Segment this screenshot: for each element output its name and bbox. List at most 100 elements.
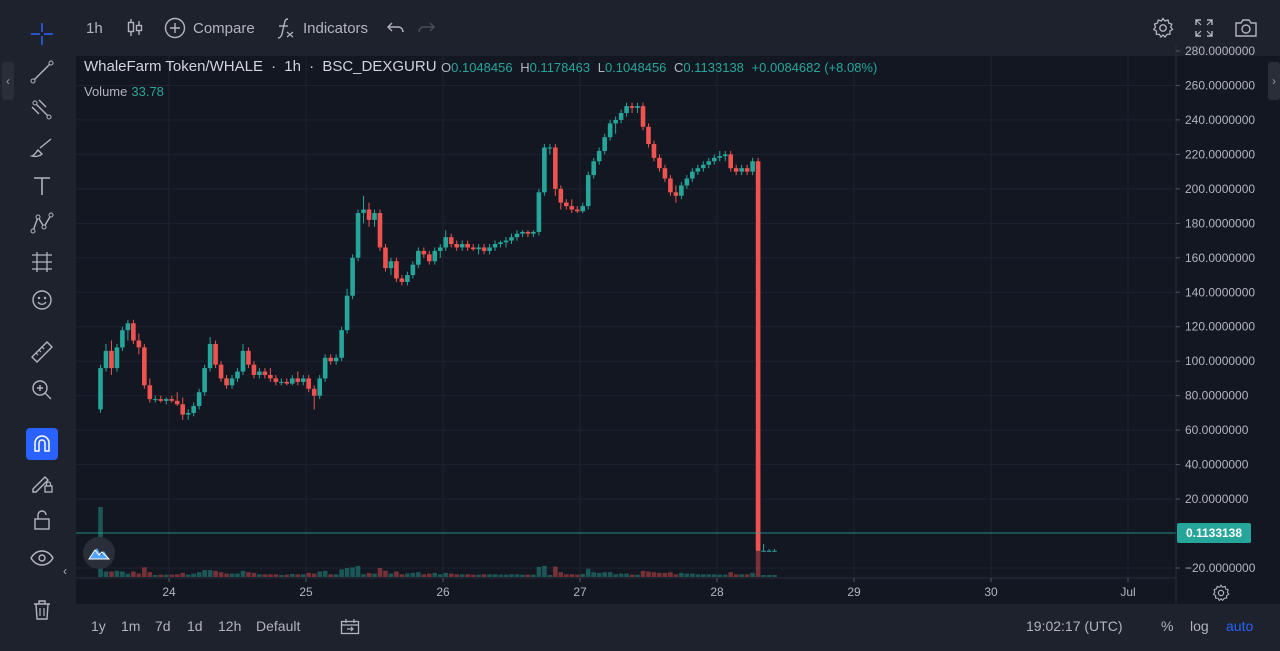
measure-tool[interactable] xyxy=(24,336,60,368)
volume-bar xyxy=(629,574,635,577)
candle-body xyxy=(383,247,388,269)
volume-bar xyxy=(136,573,142,577)
chart-type-button[interactable] xyxy=(126,14,144,42)
chevron-left-icon: ‹ xyxy=(6,74,10,88)
price-tick-label: 180.0000000 xyxy=(1185,216,1255,230)
range-7d[interactable]: 7d xyxy=(155,618,171,634)
time-axis-labels: 24 25 26 27 28 29 30 Jul xyxy=(162,578,1136,599)
volume-bar xyxy=(366,572,372,577)
forecast-tool[interactable] xyxy=(24,246,60,278)
candle-body xyxy=(388,261,394,269)
zoom-tool[interactable] xyxy=(24,374,60,406)
volume-bar xyxy=(772,575,777,577)
lock-drawings-tool[interactable] xyxy=(24,466,60,498)
volume-bar xyxy=(284,574,290,577)
volume-bar xyxy=(399,574,405,577)
plus-circle-icon xyxy=(164,17,186,39)
log-scale-toggle[interactable]: log xyxy=(1190,618,1209,634)
volume-bar xyxy=(290,573,295,577)
price-tick-label: 200.0000000 xyxy=(1185,182,1255,196)
brand-logo[interactable] xyxy=(83,537,115,569)
candle-body xyxy=(684,178,690,186)
volume-bar xyxy=(673,574,679,577)
candle-body xyxy=(739,168,744,172)
volume-bar xyxy=(509,574,514,577)
trendline-tool[interactable] xyxy=(24,56,60,88)
goto-date-button[interactable] xyxy=(340,618,360,639)
candle-body xyxy=(766,550,772,552)
change-value: +0.0084682 (+8.08%) xyxy=(751,60,878,75)
candle-body xyxy=(728,154,733,169)
brush-tool[interactable] xyxy=(24,132,60,164)
volume-bar xyxy=(613,574,618,577)
candle-body xyxy=(564,202,569,207)
pitchfork-icon xyxy=(31,99,52,120)
right-panel-toggle[interactable]: › xyxy=(1268,62,1280,100)
candle-body xyxy=(191,406,196,413)
candle-body xyxy=(509,237,514,241)
candle-body xyxy=(744,168,750,172)
visibility-tool[interactable] xyxy=(24,542,60,574)
volume-bar xyxy=(350,567,355,577)
settings-button[interactable] xyxy=(1152,14,1174,42)
remove-drawings-tool[interactable] xyxy=(24,594,60,626)
fib-tool[interactable] xyxy=(24,94,60,126)
price-tick-label: 280.0000000 xyxy=(1185,44,1255,58)
price-axis-pane[interactable] xyxy=(1176,50,1280,604)
series-legend[interactable]: WhaleFarm Token/WHALE · 1h · BSC_DEXGURU xyxy=(84,58,441,75)
redo-button[interactable] xyxy=(417,14,435,42)
fullscreen-button[interactable] xyxy=(1194,14,1214,42)
interval-selector[interactable]: 1h xyxy=(86,14,103,42)
range-1m[interactable]: 1m xyxy=(121,618,140,634)
text-tool[interactable] xyxy=(24,170,60,202)
range-1d[interactable]: 1d xyxy=(187,618,203,634)
undo-button[interactable] xyxy=(387,14,405,42)
candle-body xyxy=(273,378,279,382)
candle-body xyxy=(520,231,525,234)
timezone-clock[interactable]: 19:02:17 (UTC) xyxy=(1026,618,1122,634)
compare-button[interactable]: Compare xyxy=(164,14,255,42)
calendar-arrow-icon xyxy=(340,619,360,635)
auto-scale-toggle[interactable]: auto xyxy=(1226,618,1253,634)
candle-body xyxy=(454,244,459,248)
range-1y[interactable]: 1y xyxy=(91,618,106,634)
candle-body xyxy=(476,247,481,250)
snapshot-button[interactable] xyxy=(1234,14,1258,42)
range-default[interactable]: Default xyxy=(256,618,300,634)
candle-body xyxy=(279,381,284,383)
time-tick-label: 28 xyxy=(710,585,724,599)
candle-body xyxy=(290,378,295,384)
volume-bar xyxy=(596,572,602,577)
unlock-tool[interactable] xyxy=(24,504,60,536)
volume-bar xyxy=(657,572,662,577)
brush-icon xyxy=(29,138,52,158)
auto-label: auto xyxy=(1226,618,1254,634)
volume-bar xyxy=(476,574,481,577)
left-panel-toggle[interactable]: ‹ xyxy=(2,62,14,100)
magnet-tool[interactable] xyxy=(26,428,58,460)
icon-tool[interactable] xyxy=(24,284,60,316)
percent-scale-toggle[interactable]: % xyxy=(1161,618,1173,634)
volume-bar xyxy=(174,574,180,577)
percent-label: % xyxy=(1161,618,1174,634)
axis-settings-button[interactable] xyxy=(1212,584,1230,607)
candle-body xyxy=(394,261,399,279)
scroll-left-button[interactable]: ‹ xyxy=(63,564,67,578)
candle-body xyxy=(673,192,679,196)
volume-bar xyxy=(635,574,640,577)
indicators-label: Indicators xyxy=(303,19,369,37)
candle-body xyxy=(240,350,246,372)
candle-body xyxy=(284,381,290,384)
pattern-tool[interactable] xyxy=(24,208,60,240)
volume-legend[interactable]: Volume 33.78 xyxy=(84,84,164,99)
range-label: 1d xyxy=(187,618,203,634)
range-12h[interactable]: 12h xyxy=(218,618,241,634)
volume-bar xyxy=(498,574,503,577)
candle-body xyxy=(668,178,673,193)
crosshair-tool[interactable] xyxy=(24,18,60,50)
indicators-button[interactable]: Indicators xyxy=(276,14,368,42)
volume-bar xyxy=(585,568,591,577)
volume-bar xyxy=(361,574,366,577)
candle-body xyxy=(492,244,498,248)
